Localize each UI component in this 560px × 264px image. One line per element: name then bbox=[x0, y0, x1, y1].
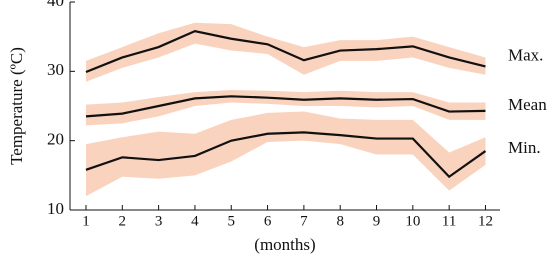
x-tick-label: 5 bbox=[228, 213, 236, 229]
series-line bbox=[85, 29, 486, 74]
x-tick-label: 1 bbox=[82, 213, 90, 229]
x-tick-label: 11 bbox=[442, 213, 456, 229]
x-tick-label: 9 bbox=[373, 213, 381, 229]
x-tick-label: 3 bbox=[155, 213, 163, 229]
x-tick-label: 6 bbox=[264, 213, 272, 229]
y-tick-label: 40 bbox=[47, 0, 64, 10]
series-label: Min. bbox=[508, 138, 541, 157]
x-tick-label: 10 bbox=[405, 213, 420, 229]
y-tick-label: 10 bbox=[47, 199, 64, 218]
series-label: Max. bbox=[508, 45, 543, 64]
x-tick-label: 8 bbox=[336, 213, 344, 229]
series-line bbox=[85, 95, 486, 118]
y-axis-label: Temperature (ºC) bbox=[7, 47, 26, 165]
series-label: Mean bbox=[508, 95, 547, 114]
series-line bbox=[85, 131, 487, 179]
band bbox=[85, 111, 486, 197]
x-tick-label: 12 bbox=[478, 213, 493, 229]
x-tick-label: 7 bbox=[300, 213, 308, 229]
x-tick-label: 4 bbox=[191, 213, 199, 229]
x-axis-label: (months) bbox=[254, 235, 315, 254]
y-tick-label: 20 bbox=[47, 130, 64, 149]
x-tick-label: 2 bbox=[119, 213, 127, 229]
y-tick-label: 30 bbox=[47, 60, 64, 79]
